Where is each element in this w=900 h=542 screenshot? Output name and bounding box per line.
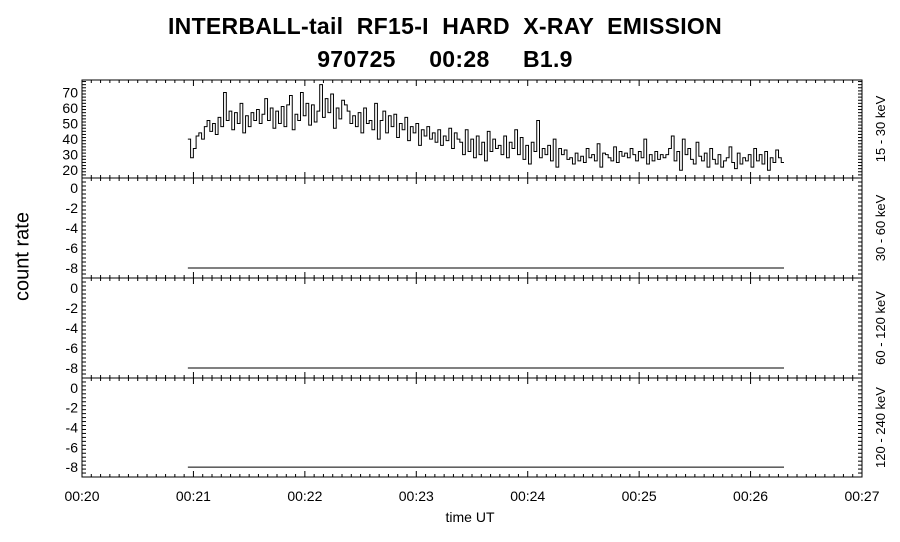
y-tick-label: -2 (66, 300, 79, 316)
y-tick-label: 30 (62, 147, 78, 163)
x-tick-label: 00:25 (622, 488, 657, 504)
y-tick-label: 60 (62, 100, 78, 116)
panel-frame (81, 277, 863, 379)
series-line (187, 84, 784, 171)
y-tick-label: -4 (66, 220, 79, 236)
x-tick-label: 00:24 (510, 488, 545, 504)
y-tick-label: 70 (62, 84, 78, 100)
y-tick-label: -6 (66, 439, 79, 455)
y-tick-label: -2 (66, 400, 79, 416)
band-label: 15 - 30 keV (873, 95, 888, 162)
band-label: 120 - 240 keV (873, 387, 888, 468)
y-tick-label: 0 (70, 280, 78, 296)
y-tick-label: -8 (66, 260, 79, 276)
y-tick-label: 20 (62, 162, 78, 178)
x-tick-label: 00:22 (287, 488, 322, 504)
x-tick-label: 00:26 (733, 488, 768, 504)
chart-title: INTERBALL-tail RF15-I HARD X-RAY EMISSIO… (167, 13, 723, 39)
y-tick-label: -4 (66, 320, 79, 336)
y-tick-label: 40 (62, 131, 78, 147)
y-tick-label: -8 (66, 360, 79, 376)
panel-frame (81, 177, 863, 279)
x-tick-label: 00:20 (64, 488, 99, 504)
x-tick-label: 00:21 (176, 488, 211, 504)
band-label: 60 - 120 keV (873, 291, 888, 365)
panel-frame (81, 79, 863, 179)
y-tick-label: -4 (66, 420, 79, 436)
x-tick-label: 00:27 (844, 488, 879, 504)
y-tick-label: 50 (62, 116, 78, 132)
panel-frame (81, 377, 863, 478)
y-tick-label: 0 (70, 180, 78, 196)
y-tick-label: -8 (66, 459, 79, 475)
y-tick-label: 0 (70, 380, 78, 396)
x-tick-label: 00:23 (399, 488, 434, 504)
y-tick-label: -2 (66, 200, 79, 216)
chart-subtitle: 970725 00:28 B1.9 (317, 46, 573, 72)
y-tick-label: -6 (66, 240, 79, 256)
x-axis-label: time UT (445, 509, 495, 525)
band-label: 30 - 60 keV (873, 194, 888, 261)
y-tick-label: -6 (66, 340, 79, 356)
